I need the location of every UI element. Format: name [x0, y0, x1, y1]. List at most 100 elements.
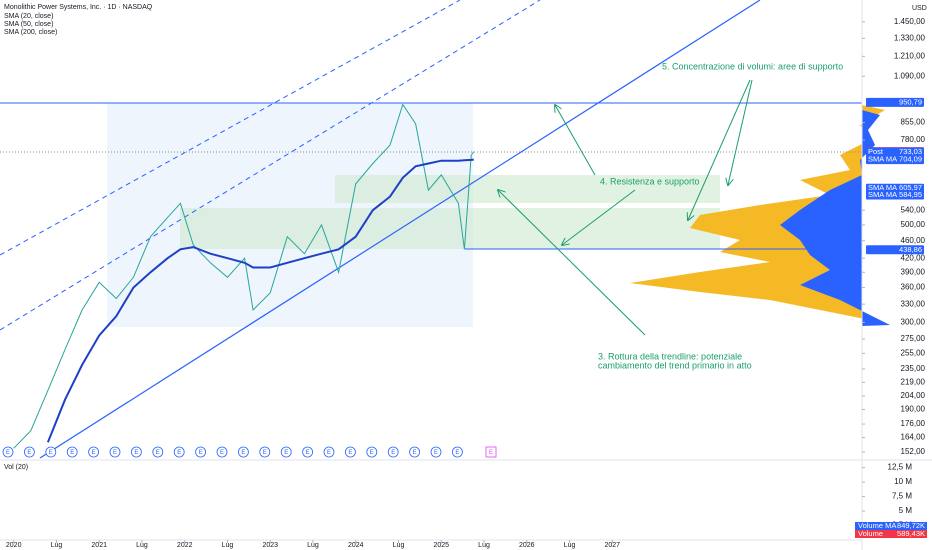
support-zone — [180, 208, 720, 249]
y-tick-label: 152,00 — [901, 447, 926, 456]
earnings-marker — [259, 446, 271, 458]
earnings-marker — [430, 446, 442, 458]
price-tag-value: 950,79 — [899, 97, 922, 106]
volume-tick-label: 12,5 M — [888, 463, 913, 472]
volume-tag-value: 849,72K — [897, 521, 925, 530]
earnings-label: E — [327, 450, 331, 456]
x-tick-label: 2027 — [605, 542, 621, 549]
y-tick-label: 235,00 — [901, 364, 926, 373]
x-tick-label: Lug — [51, 542, 63, 549]
earnings-marker — [302, 446, 314, 458]
x-tick-label: Lug — [307, 542, 319, 549]
annotation: cambiamento del trend primario in atto — [598, 360, 752, 370]
earnings-marker — [216, 446, 228, 458]
earnings-marker — [23, 446, 35, 458]
indicator: SMA (20, close) — [4, 13, 53, 20]
earnings-label: E — [455, 450, 459, 456]
volume-tick-label: 10 M — [894, 477, 912, 486]
y-tick-label: 300,00 — [901, 317, 926, 326]
earnings-label: E — [92, 450, 96, 456]
earnings-label: E — [156, 450, 160, 456]
volume-tag — [855, 522, 927, 530]
symbol-title: Monolithic Power Systems, Inc. · 1D · NA… — [4, 4, 153, 11]
volume-tick-label: 7,5 M — [892, 492, 912, 501]
earnings-label: E — [434, 450, 438, 456]
y-tick-label: 275,00 — [901, 334, 926, 343]
earnings-marker — [2, 446, 14, 458]
y-tick-label: 255,00 — [901, 348, 926, 357]
trendline — [39, 0, 761, 459]
price-tag-name: SMA MA — [868, 155, 897, 164]
earnings-label: E — [27, 450, 31, 456]
earnings-label: E — [284, 450, 288, 456]
earnings-marker — [130, 446, 142, 458]
support-zone — [335, 175, 720, 203]
annotation: 3. Rottura della trendline: potenziale — [598, 351, 742, 361]
volume-title: Vol (20) — [4, 464, 28, 471]
earnings-marker — [344, 446, 356, 458]
y-tick-label: 190,00 — [901, 405, 926, 414]
channel-line — [0, 0, 541, 331]
y-tick-label: 204,00 — [901, 391, 926, 400]
earnings-marker — [366, 446, 378, 458]
earnings-label: E — [177, 450, 181, 456]
earnings-marker — [409, 446, 421, 458]
price-tag-name: SMA MA — [868, 183, 897, 192]
channel-line — [0, 0, 461, 256]
indicator: SMA (50, close) — [4, 21, 53, 28]
x-tick-label: 2024 — [348, 542, 364, 549]
y-tick-label: 855,00 — [901, 118, 926, 127]
volume-tag-value: 589,43K — [897, 529, 925, 538]
volume-profile — [780, 110, 890, 326]
earnings-label: E — [241, 450, 245, 456]
x-tick-label: Lug — [564, 542, 576, 549]
earnings-marker — [485, 446, 497, 458]
price-tag-value: 704,09 — [899, 155, 922, 164]
arrows — [498, 79, 753, 336]
price-tag-value: 733,03 — [899, 147, 922, 156]
x-tick-label: 2022 — [177, 542, 193, 549]
price-tag — [866, 190, 924, 200]
earnings-label: E — [199, 450, 203, 456]
earnings-label: E — [49, 450, 53, 456]
x-tick-label: 2021 — [91, 542, 107, 549]
x-tick-label: Lug — [393, 542, 405, 549]
earnings-label: E — [306, 450, 310, 456]
volume-tag — [855, 530, 927, 538]
earnings-marker — [45, 446, 57, 458]
y-tick-label: 540,00 — [901, 205, 926, 214]
earnings-label: E — [370, 450, 374, 456]
y-tick-label: 780,00 — [901, 135, 926, 144]
volume-tag-name: Volume — [858, 529, 883, 538]
x-tick-label: Lug — [222, 542, 234, 549]
annotation: 4. Resistenza e supporto — [600, 176, 700, 186]
y-tick-label: 1.330,00 — [894, 33, 926, 42]
price-line — [13, 103, 475, 449]
price-tag — [866, 155, 924, 165]
y-tick-label: 176,00 — [901, 419, 926, 428]
earnings-label: E — [70, 450, 74, 456]
currency: USD — [912, 5, 927, 12]
y-tick-label: 500,00 — [901, 220, 926, 229]
y-tick-label: 330,00 — [901, 299, 926, 308]
y-tick-label: 219,00 — [901, 377, 926, 386]
earnings-label: E — [263, 450, 267, 456]
earnings-marker — [280, 446, 292, 458]
earnings-marker — [88, 446, 99, 458]
earnings-marker — [323, 446, 335, 458]
price-tag-name: Post — [868, 147, 884, 156]
y-tick-label: 390,00 — [901, 267, 926, 276]
y-tick-label: 460,00 — [901, 236, 926, 245]
x-tick-label: 2026 — [519, 542, 535, 549]
earnings-marker — [387, 446, 399, 458]
x-tick-label: 2020 — [6, 542, 22, 549]
annotation: 5. Concentrazione di volumi: aree di sup… — [662, 61, 843, 71]
price-tag-name: SMA MA — [868, 190, 897, 199]
earnings-marker — [66, 446, 78, 458]
y-tick-label: 420,00 — [901, 253, 926, 262]
earnings-marker — [237, 446, 249, 458]
y-tick-label: 1.210,00 — [894, 51, 926, 60]
y-tick-label: 1.090,00 — [894, 71, 926, 80]
